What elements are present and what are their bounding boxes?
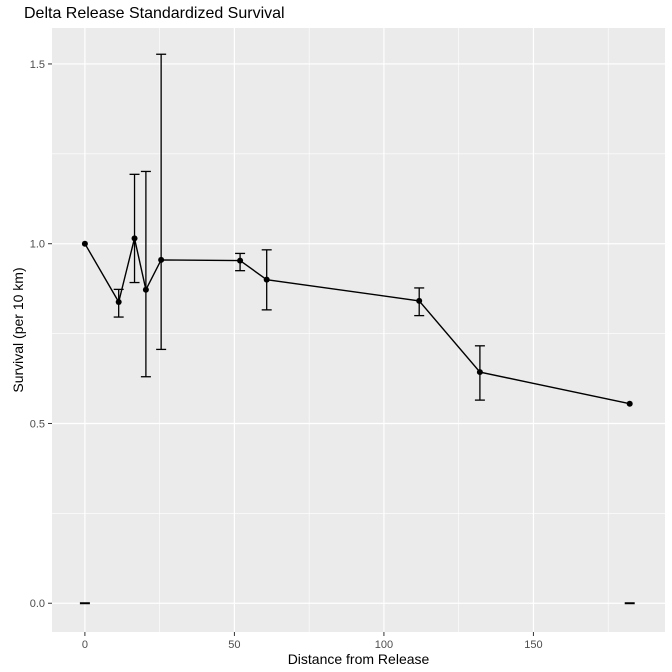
data-point xyxy=(416,297,423,304)
data-point xyxy=(115,298,122,305)
data-point xyxy=(237,257,244,264)
x-tick-label: 150 xyxy=(524,639,542,651)
y-axis-title: Survival (per 10 km) xyxy=(10,267,26,392)
data-point xyxy=(263,276,270,283)
x-tick-label: 0 xyxy=(82,639,88,651)
grid-major xyxy=(52,28,665,632)
chart-title: Delta Release Standardized Survival xyxy=(24,5,285,22)
x-tick-label: 100 xyxy=(375,639,393,651)
data-point xyxy=(158,256,165,263)
data-point xyxy=(81,240,88,247)
y-tick-label: 1.0 xyxy=(30,239,45,251)
series-line xyxy=(84,238,630,405)
y-axis: 0.0 0.5 1.0 1.5 xyxy=(30,59,52,610)
grid-minor xyxy=(52,28,665,632)
y-tick-label: 0.5 xyxy=(30,418,45,430)
data-point xyxy=(131,235,138,242)
x-tick-label: 50 xyxy=(228,639,240,651)
y-tick-label: 0.0 xyxy=(30,598,45,610)
data-point xyxy=(476,369,483,376)
data-point xyxy=(626,400,633,407)
x-axis-title: Distance from Release xyxy=(288,651,430,667)
error-bars xyxy=(79,53,635,605)
y-tick-label: 1.5 xyxy=(30,59,45,71)
plot-panel xyxy=(52,28,665,632)
data-point xyxy=(142,286,149,293)
data-points xyxy=(81,235,633,407)
x-axis: 0 50 100 150 xyxy=(82,632,543,651)
